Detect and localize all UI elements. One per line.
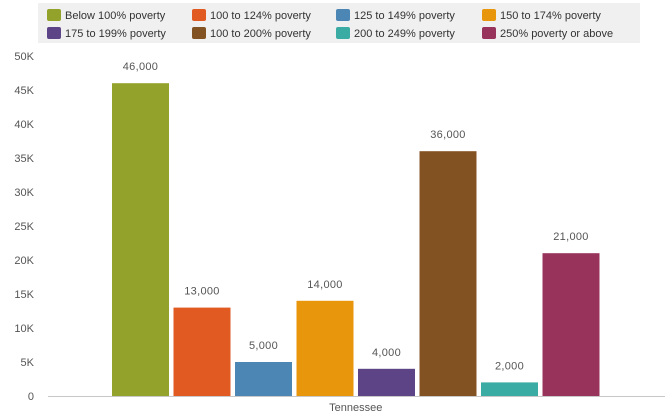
y-tick-label: 50K: [14, 51, 34, 63]
legend-item: 175 to 199% poverty: [47, 27, 166, 40]
legend-item: 150 to 174% poverty: [482, 9, 601, 22]
bar-8: [542, 253, 600, 396]
legend-label: 100 to 200% poverty: [210, 28, 311, 40]
data-label: 36,000: [430, 129, 465, 141]
legend-item: 200 to 249% poverty: [336, 27, 455, 40]
legend-item: 100 to 124% poverty: [192, 9, 311, 22]
data-label: 5,000: [249, 340, 278, 352]
data-labels: 46,000 13,000 5,000 14,000 4,000 36,000 2,000 2…: [123, 61, 589, 372]
legend-label: 175 to 199% poverty: [65, 28, 166, 40]
y-tick-label: 15K: [14, 289, 34, 301]
data-label: 4,000: [372, 347, 401, 359]
legend-swatch: [336, 9, 350, 21]
y-tick-label: 0: [28, 391, 34, 403]
x-axis: Tennessee: [329, 402, 382, 414]
legend-swatch: [482, 9, 496, 21]
bar-3: [235, 362, 292, 396]
legend-swatch: [47, 27, 61, 39]
bar-6: [419, 151, 477, 396]
y-axis: 0 5K 10K 15K 20K 25K 30K 35K 40K 45K 50K: [14, 51, 34, 403]
legend-item: 250% poverty or above: [482, 27, 613, 40]
legend-label: 100 to 124% poverty: [210, 10, 311, 22]
bar-7: [481, 382, 538, 396]
bar-4: [296, 300, 354, 396]
legend-swatch: [482, 27, 496, 39]
legend-swatch: [192, 9, 206, 21]
data-label: 13,000: [184, 286, 219, 298]
data-label: 46,000: [123, 61, 158, 73]
legend-swatch: [336, 27, 350, 39]
y-tick-label: 45K: [14, 85, 34, 97]
y-tick-label: 10K: [14, 323, 34, 335]
legend-label: Below 100% poverty: [65, 10, 166, 22]
bars: [112, 83, 600, 396]
y-tick-label: 35K: [14, 153, 34, 165]
legend-label: 200 to 249% poverty: [354, 28, 455, 40]
x-tick-label: Tennessee: [329, 402, 382, 414]
legend-label: 250% poverty or above: [500, 28, 613, 40]
bar-1: [112, 83, 169, 396]
legend-item: Below 100% poverty: [47, 9, 166, 22]
y-tick-label: 20K: [14, 255, 34, 267]
y-tick-label: 25K: [14, 221, 34, 233]
y-tick-label: 40K: [14, 119, 34, 131]
legend-swatch: [192, 27, 206, 39]
legend-label: 150 to 174% poverty: [500, 10, 601, 22]
y-tick-label: 5K: [21, 357, 35, 369]
legend-item: 125 to 149% poverty: [336, 9, 455, 22]
legend-label: 125 to 149% poverty: [354, 10, 455, 22]
bar-2: [173, 307, 231, 396]
bar-5: [358, 368, 415, 396]
legend-swatch: [47, 9, 61, 21]
data-label: 14,000: [307, 279, 342, 291]
y-tick-label: 30K: [14, 187, 34, 199]
data-label: 2,000: [495, 360, 524, 372]
legend-item: 100 to 200% poverty: [192, 27, 311, 40]
legend: Below 100% poverty 100 to 124% poverty 125…: [47, 9, 613, 40]
data-label: 21,000: [553, 231, 588, 243]
